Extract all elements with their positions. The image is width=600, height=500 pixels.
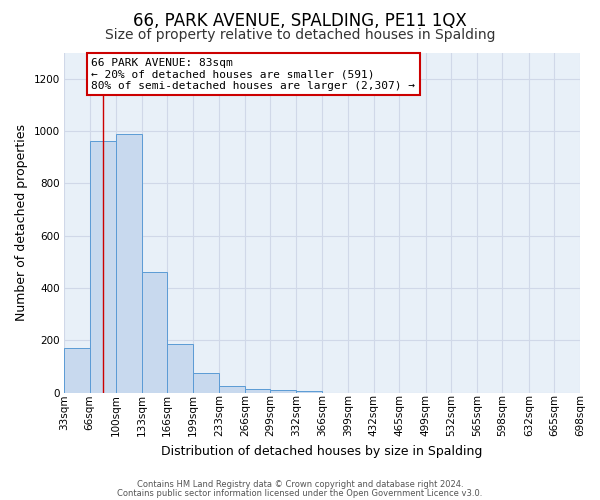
Bar [271,390,296,392]
Text: Contains HM Land Registry data © Crown copyright and database right 2024.: Contains HM Land Registry data © Crown c… [137,480,463,489]
Bar [142,272,167,392]
Text: Size of property relative to detached houses in Spalding: Size of property relative to detached ho… [105,28,495,42]
Y-axis label: Number of detached properties: Number of detached properties [15,124,28,321]
Bar [64,348,89,393]
Bar [245,388,271,392]
Text: Contains public sector information licensed under the Open Government Licence v3: Contains public sector information licen… [118,489,482,498]
Text: 66 PARK AVENUE: 83sqm
← 20% of detached houses are smaller (591)
80% of semi-det: 66 PARK AVENUE: 83sqm ← 20% of detached … [91,58,415,91]
X-axis label: Distribution of detached houses by size in Spalding: Distribution of detached houses by size … [161,444,482,458]
Bar [116,134,142,392]
Bar [167,344,193,393]
Bar [219,386,245,392]
Text: 66, PARK AVENUE, SPALDING, PE11 1QX: 66, PARK AVENUE, SPALDING, PE11 1QX [133,12,467,30]
Bar [193,373,219,392]
Bar [89,142,116,392]
